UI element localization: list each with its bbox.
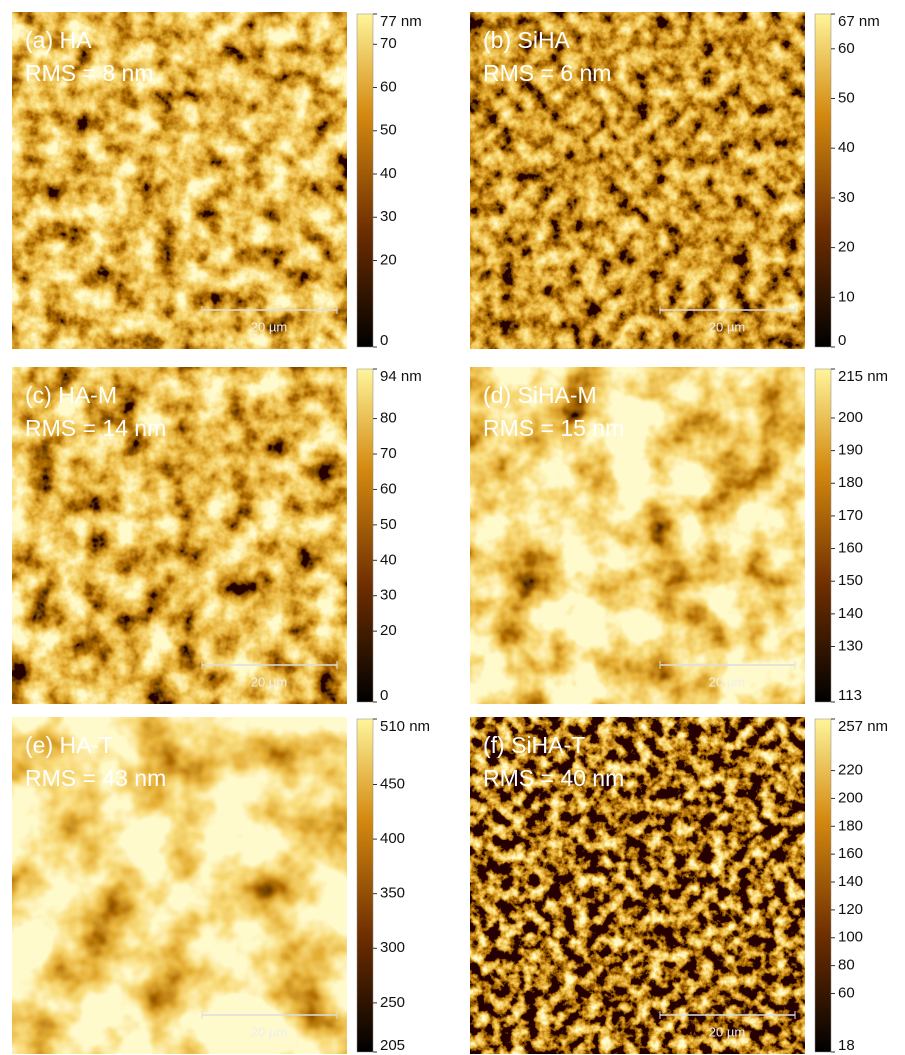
colorbar-tick-label: 450 bbox=[380, 775, 405, 792]
colorbar-tick-label: 80 bbox=[838, 957, 855, 974]
colorbar-tick-label: 180 bbox=[838, 474, 863, 491]
colorbar-tick-label: 200 bbox=[838, 409, 863, 426]
afm-image bbox=[470, 12, 805, 349]
colorbar-tick-label: 100 bbox=[838, 929, 863, 946]
colorbar-tick-label: 510 nm bbox=[380, 718, 430, 735]
colorbar-tick-label: 205 bbox=[380, 1037, 405, 1054]
afm-image bbox=[470, 717, 805, 1054]
colorbar-tick-label: 20 bbox=[380, 622, 397, 639]
colorbar-tick-label: 77 nm bbox=[380, 13, 422, 30]
colorbar-tick-label: 60 bbox=[838, 40, 855, 57]
colorbar-tick-label: 94 nm bbox=[380, 368, 422, 385]
colorbar-tick-label: 215 nm bbox=[838, 368, 888, 385]
colorbar-tick-label: 80 bbox=[380, 410, 397, 427]
panel-label: (c) HA-M bbox=[25, 382, 117, 408]
colorbar-tick-label: 140 bbox=[838, 873, 863, 890]
colorbar-tick-label: 20 bbox=[838, 239, 855, 256]
colorbar-tick-label: 50 bbox=[380, 516, 397, 533]
scale-bar-label: 20 µm bbox=[709, 1024, 745, 1039]
colorbar-tick-label: 50 bbox=[838, 89, 855, 106]
colorbar-tick-label: 220 bbox=[838, 762, 863, 779]
colorbar-tick-label: 190 bbox=[838, 442, 863, 459]
colorbar-tick-label: 300 bbox=[380, 939, 405, 956]
afm-image bbox=[470, 367, 805, 704]
colorbar-tick-label: 170 bbox=[838, 507, 863, 524]
colorbar-tick-label: 30 bbox=[838, 189, 855, 206]
colorbar-tick-label: 0 bbox=[380, 687, 388, 704]
rms-label: RMS = 14 nm bbox=[25, 415, 166, 441]
scale-bar-label: 20 µm bbox=[251, 674, 287, 689]
colorbar-tick-label: 180 bbox=[838, 817, 863, 834]
panel: (c) HA-M RMS = 14 nm 20 µm 94 nm 80 70 60 50 40 3… bbox=[12, 367, 422, 704]
colorbar-tick-label: 257 nm bbox=[838, 718, 888, 735]
panel-label: (a) HA bbox=[25, 27, 92, 53]
colorbar-tick-label: 40 bbox=[380, 551, 397, 568]
colorbar-tick-label: 160 bbox=[838, 540, 863, 557]
colorbar-tick-label: 113 bbox=[838, 687, 862, 704]
colorbar-tick-label: 60 bbox=[380, 480, 397, 497]
rms-label: RMS = 43 nm bbox=[25, 765, 166, 791]
panel: (b) SiHA RMS = 6 nm 20 µm 67 nm 60 50 40 30 20 10… bbox=[470, 12, 880, 349]
colorbar-tick-label: 60 bbox=[380, 78, 397, 95]
colorbar-tick-label: 160 bbox=[838, 845, 863, 862]
rms-label: RMS = 6 nm bbox=[483, 60, 611, 86]
colorbar bbox=[356, 13, 374, 348]
colorbar bbox=[356, 368, 374, 703]
colorbar-tick-label: 70 bbox=[380, 35, 397, 52]
colorbar-tick-label: 70 bbox=[380, 445, 397, 462]
colorbar bbox=[356, 718, 374, 1053]
scale-bar-label: 20 µm bbox=[709, 674, 745, 689]
colorbar-tick-label: 200 bbox=[838, 789, 863, 806]
colorbar-tick-label: 350 bbox=[380, 885, 405, 902]
afm-image bbox=[12, 367, 347, 704]
colorbar-tick-label: 150 bbox=[838, 572, 863, 589]
afm-image bbox=[12, 12, 347, 349]
colorbar-tick-label: 140 bbox=[838, 605, 863, 622]
colorbar-tick-label: 67 nm bbox=[838, 13, 880, 30]
colorbar-tick-label: 18 bbox=[838, 1037, 855, 1054]
colorbar-tick-label: 10 bbox=[838, 288, 855, 305]
colorbar bbox=[814, 13, 832, 348]
rms-label: RMS = 15 nm bbox=[483, 415, 624, 441]
colorbar-tick-label: 0 bbox=[838, 332, 846, 349]
scale-bar-label: 20 µm bbox=[709, 319, 745, 334]
panel: (a) HA RMS = 8 nm 20 µm 77 nm 70 60 50 40 30 20 0 bbox=[12, 12, 422, 349]
panel: (e) HA-T RMS = 43 nm 20 µm 510 nm 450 400 350 3… bbox=[12, 717, 430, 1054]
colorbar-tick-label: 30 bbox=[380, 208, 397, 225]
colorbar-tick-label: 0 bbox=[380, 332, 388, 349]
colorbar-tick-label: 250 bbox=[380, 994, 405, 1011]
panel: (d) SiHA-M RMS = 15 nm 20 µm 215 nm 200 190 18… bbox=[470, 367, 888, 704]
panel-label: (b) SiHA bbox=[483, 27, 571, 53]
panel-label: (d) SiHA-M bbox=[483, 382, 597, 408]
colorbar-tick-label: 400 bbox=[380, 830, 405, 847]
panel-label: (e) HA-T bbox=[25, 732, 113, 758]
panel-label: (f) SiHA-T bbox=[483, 732, 585, 758]
colorbar-tick-label: 40 bbox=[380, 165, 397, 182]
scale-bar-label: 20 µm bbox=[251, 319, 287, 334]
colorbar bbox=[814, 368, 832, 703]
rms-label: RMS = 40 nm bbox=[483, 765, 624, 791]
colorbar bbox=[814, 718, 832, 1053]
panel: (f) SiHA-T RMS = 40 nm 20 µm 257 nm 220 200 18… bbox=[470, 717, 888, 1054]
colorbar-tick-label: 130 bbox=[838, 637, 863, 654]
colorbar-tick-label: 40 bbox=[838, 139, 855, 156]
scale-bar-label: 20 µm bbox=[251, 1024, 287, 1039]
colorbar-tick-label: 60 bbox=[838, 984, 855, 1001]
colorbar-tick-label: 30 bbox=[380, 587, 397, 604]
afm-image bbox=[12, 717, 347, 1054]
colorbar-tick-label: 120 bbox=[838, 901, 863, 918]
rms-label: RMS = 8 nm bbox=[25, 60, 153, 86]
colorbar-tick-label: 20 bbox=[380, 251, 397, 268]
colorbar-tick-label: 50 bbox=[380, 122, 397, 139]
